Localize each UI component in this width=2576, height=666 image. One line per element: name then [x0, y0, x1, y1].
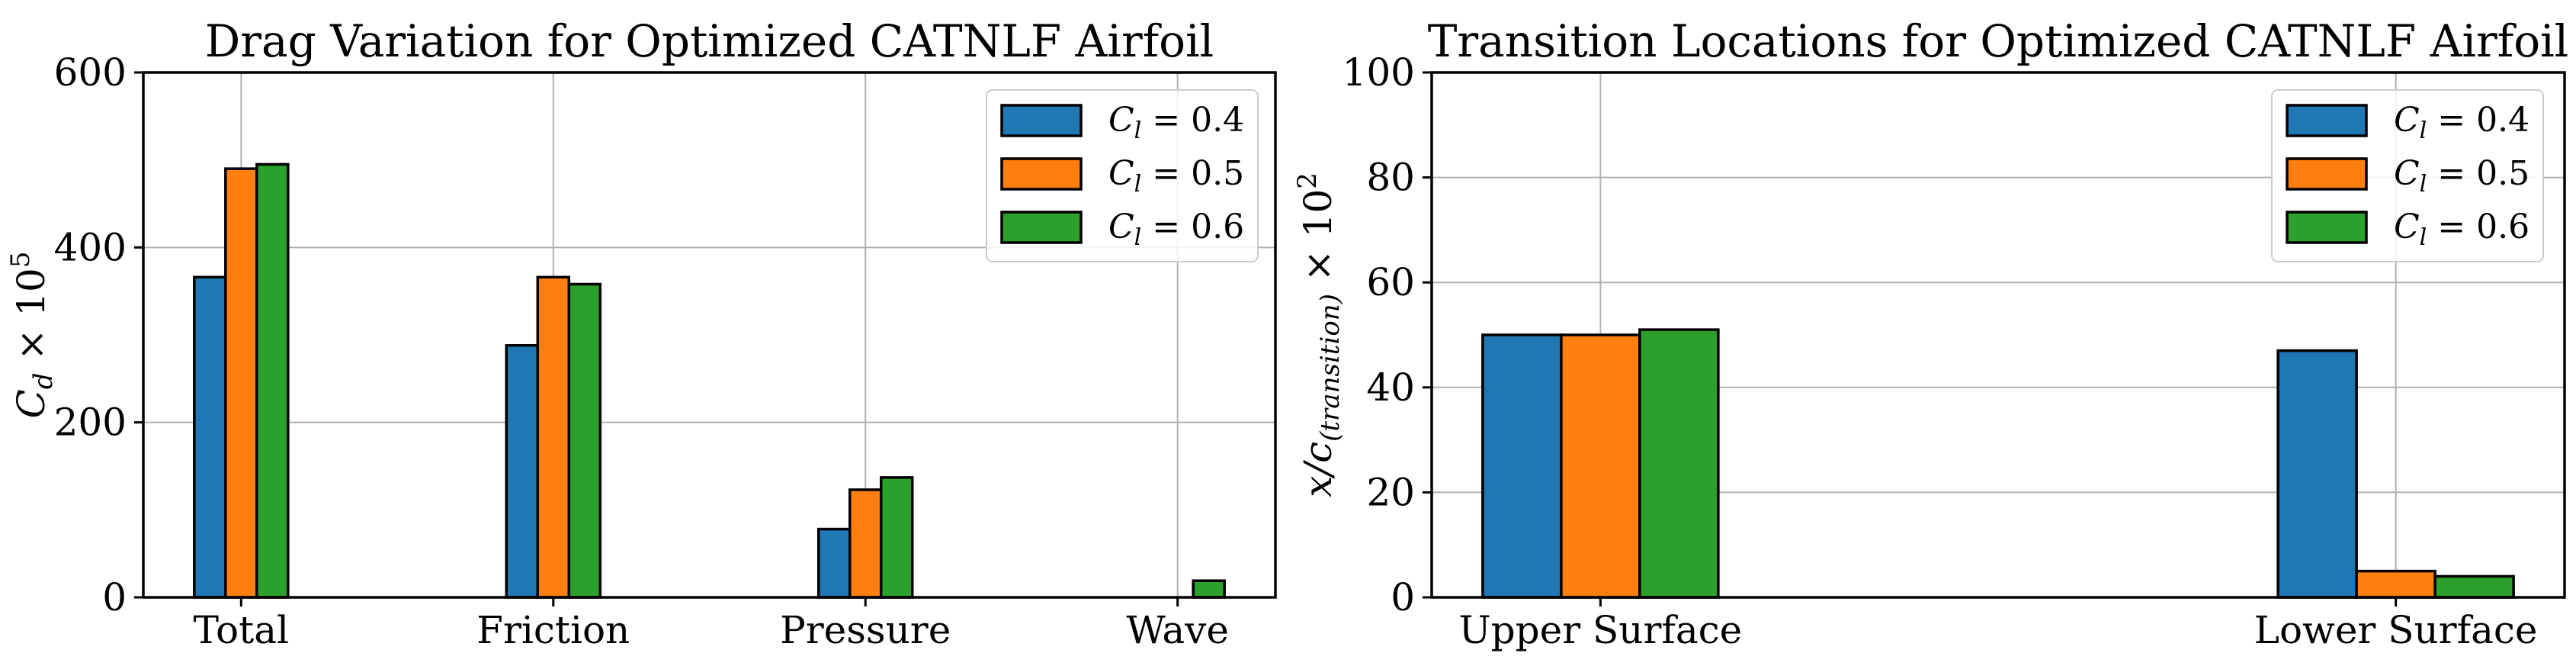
x-tick-label: Pressure	[780, 608, 951, 652]
y-tick-label: 200	[54, 401, 127, 445]
legend-swatch	[2286, 104, 2368, 137]
x-tick-label: Total	[194, 608, 289, 652]
y-tick-label: 0	[102, 575, 127, 619]
bar	[1638, 328, 1720, 599]
y-tick-label: 40	[1366, 365, 1415, 410]
bar	[2433, 574, 2515, 599]
y-tick-label: 100	[1343, 50, 1415, 95]
bar	[848, 488, 883, 599]
y-tick-label: 400	[54, 225, 127, 269]
bar	[505, 344, 540, 599]
legend-label: Cl = 0.5	[1108, 154, 1244, 198]
bar	[193, 275, 227, 599]
bar	[1481, 333, 1563, 599]
bar	[816, 527, 852, 599]
bar	[879, 476, 914, 599]
legend-label: Cl = 0.6	[2394, 208, 2529, 251]
y-axis-label: Cd × 105	[5, 252, 59, 419]
bar	[1192, 579, 1226, 599]
bar	[255, 162, 290, 599]
x-tick-label: Upper Surface	[1458, 608, 1742, 652]
legend-label: Cl = 0.5	[2394, 154, 2529, 198]
axes-frame	[1430, 71, 2566, 599]
drag-variation-chart: 0 200 400 600 Total Friction Pressure Wave Drag…	[5, 15, 1277, 652]
y-tick-label: 20	[1366, 470, 1415, 514]
chart-title: Drag Variation for Optimized CATNLF Airf…	[205, 15, 1214, 67]
bar	[2276, 349, 2358, 599]
legend-swatch	[1000, 211, 1083, 244]
legend-swatch	[1000, 157, 1083, 191]
legend-label: Cl = 0.6	[1108, 208, 1244, 251]
y-tick-label: 0	[1391, 575, 1415, 619]
bar	[1560, 333, 1641, 599]
legend-label: Cl = 0.4	[2394, 101, 2529, 144]
chart-title: Transition Locations for Optimized CATNL…	[1428, 15, 2569, 67]
legend: Cl = 0.4 Cl = 0.5 Cl = 0.6	[2271, 89, 2544, 262]
x-tick-label: Wave	[1126, 608, 1229, 652]
x-tick-label: Friction	[476, 608, 630, 652]
y-axis-label: x/c(transition) × 102	[1292, 172, 1346, 497]
legend-swatch	[2286, 211, 2368, 244]
bar	[2355, 569, 2436, 599]
axes-frame	[142, 71, 1277, 599]
x-tick-label: Lower Surface	[2254, 608, 2538, 652]
bar	[536, 275, 571, 599]
legend-swatch	[2286, 157, 2368, 191]
legend-swatch	[1000, 104, 1083, 137]
bar	[224, 167, 258, 599]
legend-label: Cl = 0.4	[1108, 101, 1244, 144]
transition-locations-chart: 0 20 40 60 80 100 Upper Surface Lower Surface T…	[1292, 15, 2568, 652]
y-tick-label: 60	[1366, 260, 1415, 304]
bar	[567, 282, 602, 599]
y-tick-label: 600	[54, 50, 127, 95]
y-tick-label: 80	[1366, 156, 1415, 200]
legend: Cl = 0.4 Cl = 0.5 Cl = 0.6	[986, 89, 1259, 262]
